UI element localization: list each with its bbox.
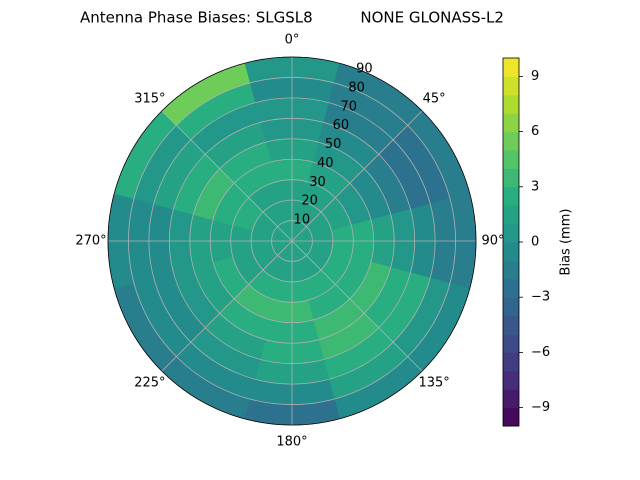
colorbar-band <box>503 186 519 206</box>
colorbar-band <box>503 205 519 225</box>
colorbar-tick-label: 0 <box>531 235 539 250</box>
colorbar-band <box>503 389 519 409</box>
angular-tick-label: 0° <box>285 33 300 48</box>
colorbar-band <box>503 260 519 280</box>
colorbar-band <box>503 76 519 96</box>
colorbar-tick-label: 9 <box>531 69 539 84</box>
chart-title: Antenna Phase Biases: SLGSL8 NONE GLONAS… <box>80 9 504 27</box>
colorbar-tick-label: −6 <box>531 345 550 360</box>
angular-tick-label: 45° <box>423 91 446 106</box>
colorbar-band <box>503 242 519 261</box>
angular-tick-label: 315° <box>134 91 165 106</box>
radial-tick-label: 90 <box>356 62 373 77</box>
angular-tick-label: 90° <box>481 234 504 249</box>
colorbar-band <box>503 168 519 188</box>
colorbar-band <box>503 278 519 298</box>
angular-grid-line <box>291 110 423 242</box>
radial-tick-label: 80 <box>348 80 365 95</box>
angular-grid-line <box>161 110 293 242</box>
colorbar-band <box>503 315 519 335</box>
angular-tick-label: 180° <box>276 435 307 450</box>
colorbar-tick-label: −9 <box>531 400 550 415</box>
radial-tick-label: 40 <box>317 156 334 171</box>
colorbar-tick-label: 6 <box>531 124 539 139</box>
radial-tick-label: 60 <box>333 118 350 133</box>
colorbar-band <box>503 370 519 390</box>
angular-tick-label: 225° <box>134 376 165 391</box>
colorbar-label: Bias (mm) <box>559 209 574 276</box>
angular-tick-label: 270° <box>75 234 106 249</box>
colorbar-band <box>503 58 519 77</box>
colorbar-band <box>503 352 519 372</box>
colorbar-tick-label: 3 <box>531 179 539 194</box>
polar-frame <box>107 56 477 426</box>
colorbar-band <box>503 297 519 317</box>
colorbar-band <box>503 334 519 353</box>
angular-grid-line <box>291 240 423 372</box>
radial-tick-label: 50 <box>325 137 342 152</box>
radial-tick-label: 70 <box>340 99 357 114</box>
colorbar <box>503 58 519 427</box>
radial-tick-label: 30 <box>309 175 326 190</box>
colorbar-tick-label: −3 <box>531 290 550 305</box>
angular-tick-label: 135° <box>418 376 449 391</box>
colorbar-band <box>503 94 519 114</box>
colorbar-band <box>503 113 519 133</box>
colorbar-band <box>503 223 519 243</box>
radial-tick-label: 10 <box>294 213 311 228</box>
radial-tick-label: 20 <box>301 194 318 209</box>
angular-grid-line <box>161 240 293 372</box>
colorbar-band <box>503 150 519 169</box>
colorbar-band <box>503 131 519 151</box>
colorbar-band <box>503 407 519 427</box>
